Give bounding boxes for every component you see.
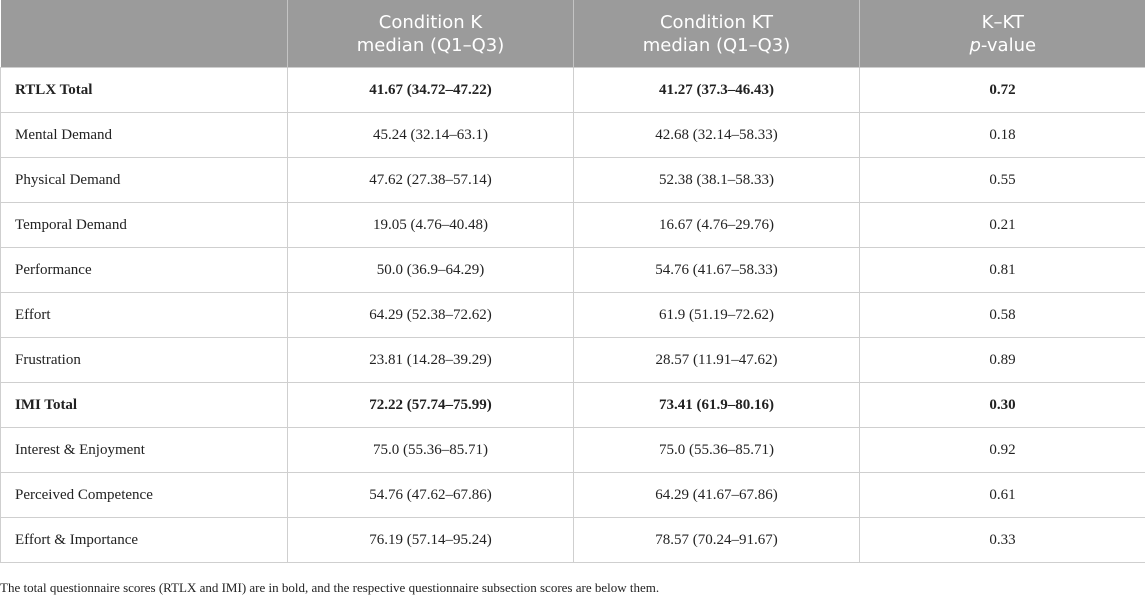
cell-measure: Frustration [0,337,288,383]
header-condition-k: Condition K median (Q1–Q3) [287,0,574,68]
cell-p-value: 0.92 [859,427,1145,473]
cell-condition-k: 41.67 (34.72–47.22) [287,67,574,113]
cell-measure: Effort & Importance [0,517,288,563]
cell-measure: Interest & Enjoyment [0,427,288,473]
cell-condition-kt: 64.29 (41.67–67.86) [573,472,860,518]
table-row: Performance 50.0 (36.9–64.29) 54.76 (41.67… [0,247,1145,293]
header-condition-kt-line2: median (Q1–Q3) [642,34,791,56]
cell-condition-kt: 54.76 (41.67–58.33) [573,247,860,293]
cell-condition-kt: 75.0 (55.36–85.71) [573,427,860,473]
table-row: Physical Demand 47.62 (27.38–57.14) 52.38 … [0,157,1145,203]
results-table-container: Condition K median (Q1–Q3) Condition KT … [0,0,1145,563]
cell-measure: Temporal Demand [0,202,288,248]
table-row: Effort & Importance 76.19 (57.14–95.24) 78… [0,517,1145,563]
cell-p-value: 0.89 [859,337,1145,383]
table-footnote: The total questionnaire scores (RTLX and… [0,580,660,595]
cell-p-value: 0.55 [859,157,1145,203]
cell-condition-k: 72.22 (57.74–75.99) [287,382,574,428]
cell-condition-kt: 61.9 (51.19–72.62) [573,292,860,338]
cell-p-value: 0.21 [859,202,1145,248]
header-measure [0,0,288,68]
cell-condition-k: 19.05 (4.76–40.48) [287,202,574,248]
header-p-rest: -value [980,34,1037,56]
cell-measure: Performance [0,247,288,293]
table-row: Perceived Competence 54.76 (47.62–67.86) 6… [0,472,1145,518]
cell-condition-kt: 52.38 (38.1–58.33) [573,157,860,203]
cell-condition-kt: 16.67 (4.76–29.76) [573,202,860,248]
cell-p-value: 0.81 [859,247,1145,293]
header-p-value: K–KT p-value [859,0,1145,68]
header-condition-kt-line1: Condition KT [659,11,774,33]
cell-condition-k: 54.76 (47.62–67.86) [287,472,574,518]
table-row: IMI Total 72.22 (57.74–75.99) 73.41 (61.9–… [0,382,1145,428]
header-p-value-line1: K–KT [981,11,1024,33]
table-row: Effort 64.29 (52.38–72.62) 61.9 (51.19–72.… [0,292,1145,338]
cell-measure: RTLX Total [0,67,288,113]
cell-p-value: 0.18 [859,112,1145,158]
table-body: RTLX Total 41.67 (34.72–47.22) 41.27 (37.3… [0,67,1145,563]
table-header: Condition K median (Q1–Q3) Condition KT … [0,0,1145,68]
header-condition-kt: Condition KT median (Q1–Q3) [573,0,860,68]
table-row: RTLX Total 41.67 (34.72–47.22) 41.27 (37.3… [0,67,1145,113]
header-row: Condition K median (Q1–Q3) Condition KT … [0,0,1145,68]
cell-measure: Effort [0,292,288,338]
cell-condition-k: 50.0 (36.9–64.29) [287,247,574,293]
cell-measure: Perceived Competence [0,472,288,518]
cell-measure: IMI Total [0,382,288,428]
results-table: Condition K median (Q1–Q3) Condition KT … [0,0,1145,563]
cell-condition-k: 75.0 (55.36–85.71) [287,427,574,473]
cell-p-value: 0.30 [859,382,1145,428]
header-p-italic: p [969,34,981,56]
table-row: Temporal Demand 19.05 (4.76–40.48) 16.67 (… [0,202,1145,248]
cell-condition-k: 23.81 (14.28–39.29) [287,337,574,383]
cell-measure: Mental Demand [0,112,288,158]
table-row: Mental Demand 45.24 (32.14–63.1) 42.68 (32… [0,112,1145,158]
table-row: Interest & Enjoyment 75.0 (55.36–85.71) 75… [0,427,1145,473]
cell-condition-kt: 28.57 (11.91–47.62) [573,337,860,383]
cell-p-value: 0.33 [859,517,1145,563]
cell-condition-k: 45.24 (32.14–63.1) [287,112,574,158]
cell-p-value: 0.61 [859,472,1145,518]
cell-condition-kt: 78.57 (70.24–91.67) [573,517,860,563]
header-condition-k-line2: median (Q1–Q3) [356,34,505,56]
cell-condition-k: 64.29 (52.38–72.62) [287,292,574,338]
cell-p-value: 0.72 [859,67,1145,113]
cell-condition-k: 76.19 (57.14–95.24) [287,517,574,563]
cell-condition-kt: 73.41 (61.9–80.16) [573,382,860,428]
cell-measure: Physical Demand [0,157,288,203]
header-condition-k-line1: Condition K [378,11,483,33]
cell-condition-kt: 42.68 (32.14–58.33) [573,112,860,158]
cell-p-value: 0.58 [859,292,1145,338]
cell-condition-k: 47.62 (27.38–57.14) [287,157,574,203]
cell-condition-kt: 41.27 (37.3–46.43) [573,67,860,113]
table-row: Frustration 23.81 (14.28–39.29) 28.57 (11.… [0,337,1145,383]
header-p-value-line2: p-value [860,34,1145,57]
